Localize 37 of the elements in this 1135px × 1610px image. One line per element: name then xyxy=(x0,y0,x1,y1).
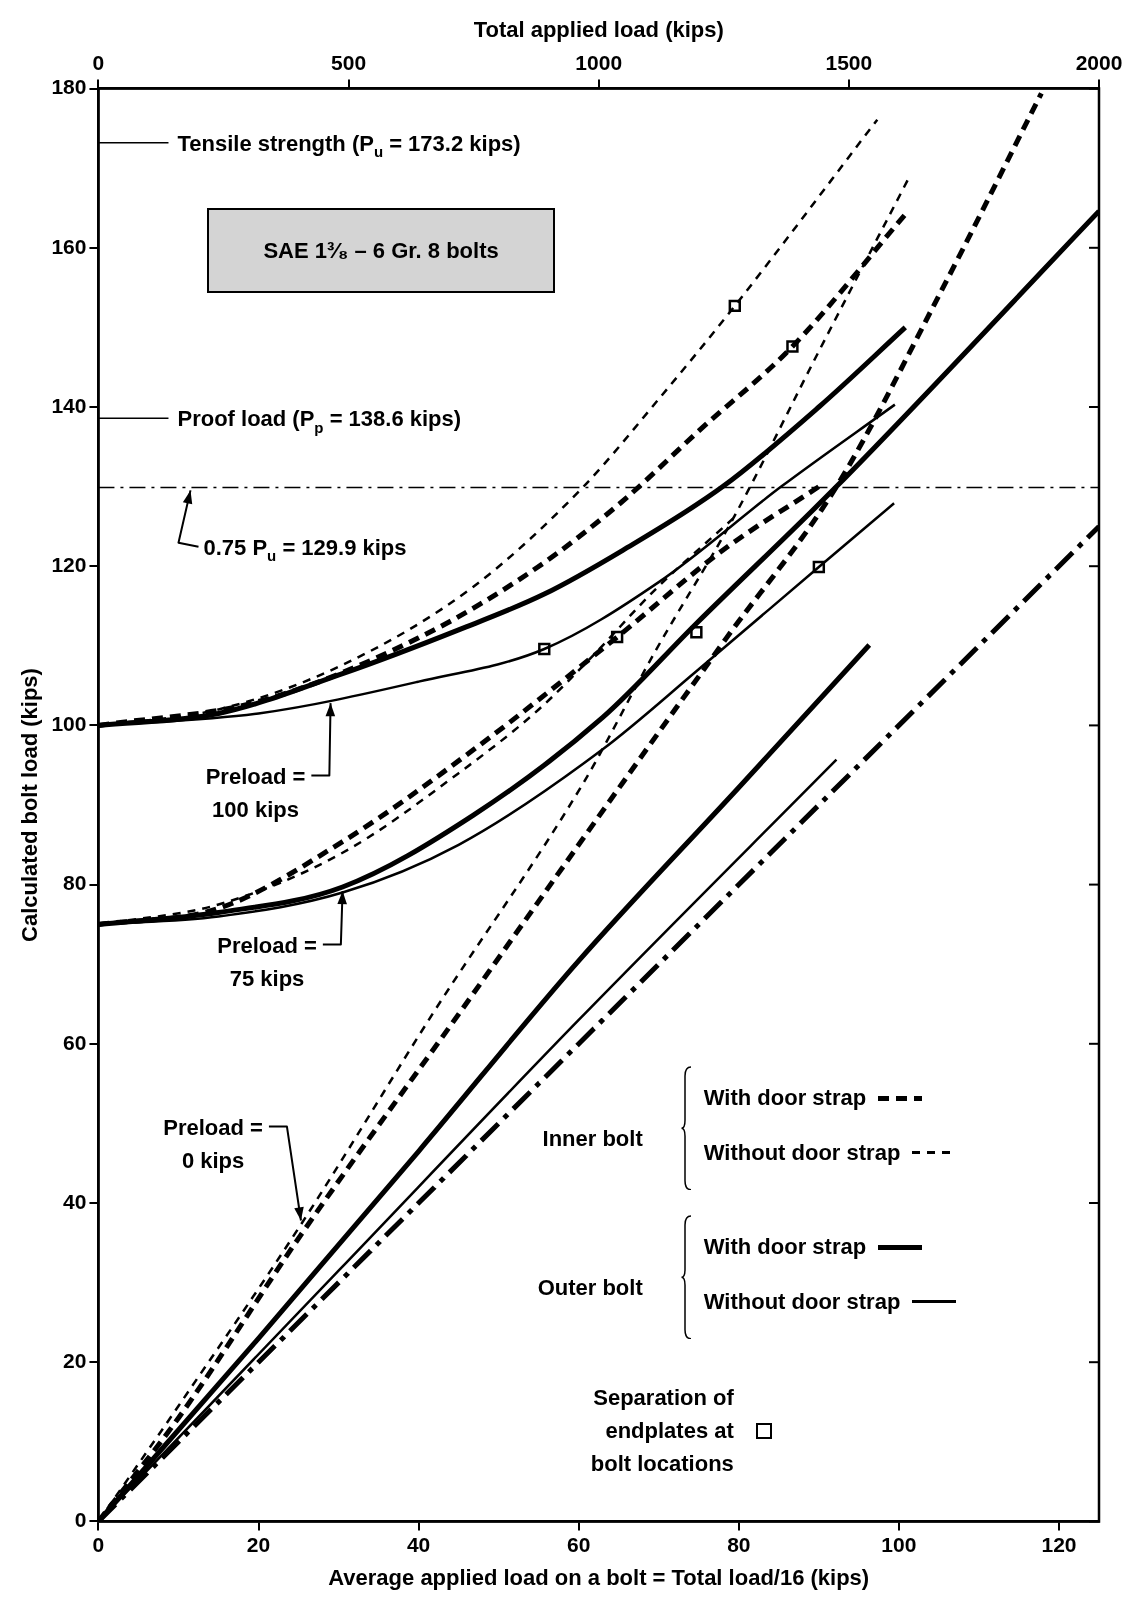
x-tick-label: 0 xyxy=(92,1532,105,1556)
annotation: Outer bolt xyxy=(537,1273,643,1302)
x-tick-label: 80 xyxy=(727,1532,751,1556)
x-tick-label: 20 xyxy=(246,1532,271,1556)
x-tick-label: 40 xyxy=(406,1532,431,1556)
x2-tick-label: 0 xyxy=(92,50,105,74)
y-tick-label: 40 xyxy=(63,1189,87,1213)
y-tick-label: 120 xyxy=(51,553,87,576)
y-tick-label: 100 xyxy=(51,712,87,736)
legend-label: Without door strap xyxy=(703,1287,901,1316)
y-tick-label: 160 xyxy=(51,234,87,258)
y-tick-label: 180 xyxy=(51,75,87,99)
annotation: Preload = 100 kips xyxy=(205,763,306,822)
y-tick-label: 20 xyxy=(63,1349,87,1372)
annotation: SAE 1³⁄₈ – 6 Gr. 8 bolts xyxy=(263,237,499,265)
x-axis-title: Average applied load on a bolt = Total load/16 (kips) xyxy=(328,1564,870,1590)
y-tick-label: 0 xyxy=(74,1508,87,1532)
x2-tick-label: 2000 xyxy=(1075,50,1123,74)
y-axis-title: Calculated bolt load (kips) xyxy=(17,668,43,942)
x-tick-label: 100 xyxy=(881,1532,917,1556)
y-tick-label: 140 xyxy=(51,393,87,417)
x-tick-label: 120 xyxy=(1041,1532,1077,1556)
x2-axis-title: Total applied load (kips) xyxy=(473,17,724,43)
legend-label: Without door strap xyxy=(703,1138,901,1167)
annotation: Preload = 75 kips xyxy=(217,932,317,991)
legend-label: With door strap xyxy=(703,1084,867,1113)
x2-tick-label: 1500 xyxy=(825,50,873,74)
y-tick-label: 60 xyxy=(63,1030,87,1054)
x2-tick-label: 1000 xyxy=(575,50,623,74)
annotation: Preload = 0 kips xyxy=(163,1114,263,1173)
note-box: SAE 1³⁄₈ – 6 Gr. 8 bolts xyxy=(207,207,555,294)
x-tick-label: 60 xyxy=(567,1532,591,1556)
x2-tick-label: 500 xyxy=(331,50,367,74)
y-tick-label: 80 xyxy=(63,871,87,895)
legend-label: Separation of endplates at bolt locations xyxy=(589,1383,734,1478)
annotation: Inner bolt xyxy=(542,1124,643,1153)
legend-label: With door strap xyxy=(703,1233,867,1262)
